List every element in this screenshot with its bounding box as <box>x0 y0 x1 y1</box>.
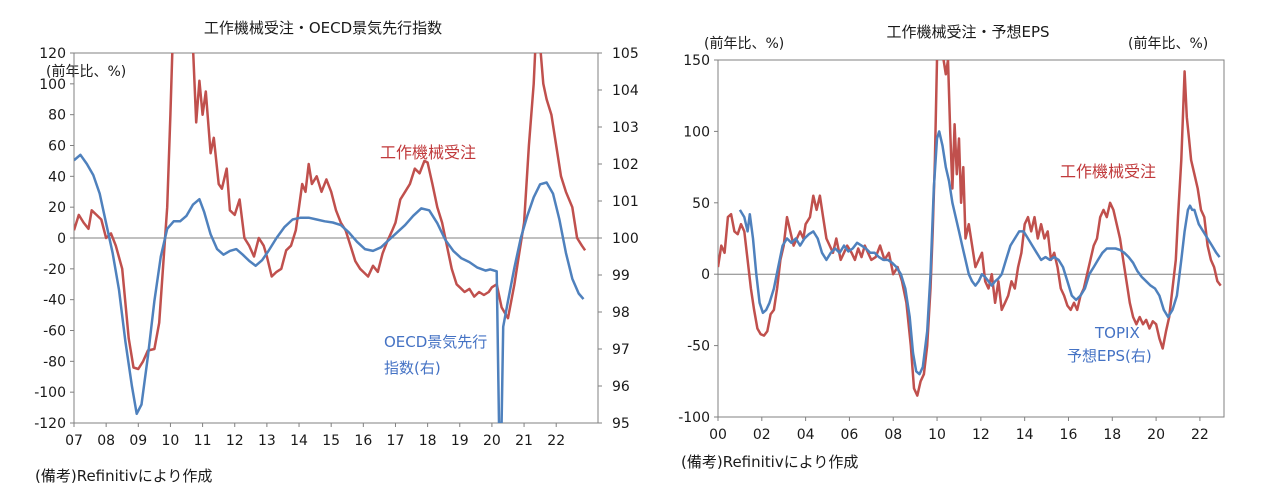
right-y-axis-ticks: 150 100 50 0 -50 -100 <box>678 53 718 426</box>
right-xtick-label: 06 <box>841 427 859 443</box>
right-xtick-label: 00 <box>709 427 727 443</box>
left-chart: 工作機械受注・OECD景気先行指数 (前年比、%) 12010080604020… <box>34 19 639 485</box>
right-xtick-label: 12 <box>972 427 990 443</box>
left-ytick-label: 40 <box>48 169 66 185</box>
left-xtick-label: 20 <box>483 433 501 449</box>
left-ytick-label: -80 <box>43 354 66 370</box>
right-xtick-label: 02 <box>753 427 771 443</box>
left-x-axis-ticks: 07 08 09 10 11 12 13 14 15 16 17 18 19 20 21 22 <box>65 423 565 449</box>
left-rtick-label: 98 <box>612 305 630 321</box>
left-xtick-label: 19 <box>451 433 469 449</box>
right-xtick-label: 22 <box>1191 427 1209 443</box>
right-xtick-label: 04 <box>797 427 815 443</box>
left-ytick-label: -40 <box>43 293 66 309</box>
left-ytick-label: -60 <box>43 324 66 340</box>
left-ytick-label: 20 <box>48 200 66 216</box>
left-ytick-label: -100 <box>34 385 66 401</box>
left-xtick-label: 17 <box>387 433 405 449</box>
right-label-machine-orders: 工作機械受注 <box>1060 162 1156 181</box>
right-ytick-label: 50 <box>692 196 710 212</box>
left-ytick-label: 0 <box>57 231 66 247</box>
left-rtick-label: 99 <box>612 268 630 284</box>
right-xtick-label: 20 <box>1147 427 1165 443</box>
left-rtick-label: 96 <box>612 379 630 395</box>
left-xtick-label: 11 <box>194 433 212 449</box>
right-unit-label-left: (前年比、%) <box>704 35 784 52</box>
right-source-note: (備考)Refinitivにより作成 <box>681 453 858 471</box>
right-ytick-label: -50 <box>687 339 710 355</box>
left-xtick-label: 13 <box>258 433 276 449</box>
right-x-axis-ticks: 00 02 04 06 08 10 12 14 16 18 20 22 <box>709 417 1209 443</box>
right-label-eps-line2: 予想EPS(右) <box>1067 347 1152 365</box>
right-xtick-label: 16 <box>1060 427 1078 443</box>
right-chart: 工作機械受注・予想EPS (前年比、%) (前年比、%) 150 100 50 0 -5… <box>678 23 1225 471</box>
left-xtick-label: 08 <box>97 433 115 449</box>
left-series-machine-orders <box>74 53 587 371</box>
left-xtick-label: 10 <box>162 433 180 449</box>
left-ytick-label: 100 <box>39 77 66 93</box>
left-xtick-label: 21 <box>515 433 533 449</box>
left-series-oecd-cli <box>74 153 585 423</box>
left-rtick-label: 105 <box>612 46 639 62</box>
left-chart-title: 工作機械受注・OECD景気先行指数 <box>204 19 442 37</box>
left-xtick-label: 15 <box>322 433 340 449</box>
right-xtick-label: 18 <box>1103 427 1121 443</box>
left-rtick-label: 101 <box>612 194 639 210</box>
right-chart-title: 工作機械受注・予想EPS <box>886 23 1049 41</box>
left-xtick-label: 07 <box>65 433 83 449</box>
right-xtick-label: 14 <box>1016 427 1034 443</box>
left-label-oecd-line2: 指数(右) <box>384 359 441 377</box>
right-unit-label-right: (前年比、%) <box>1128 35 1208 52</box>
left-rtick-label: 100 <box>612 231 639 247</box>
right-series-topix-eps <box>738 130 1221 376</box>
left-xtick-label: 22 <box>547 433 565 449</box>
left-rtick-label: 95 <box>612 416 630 432</box>
left-xtick-label: 12 <box>226 433 244 449</box>
left-xtick-label: 09 <box>129 433 147 449</box>
right-plot-frame <box>717 59 1225 418</box>
left-source-note: (備考)Refinitivにより作成 <box>35 467 212 485</box>
left-y-axis-ticks: 120 100 80 60 40 20 0 -20 -40 -60 -80 -100 -120 <box>34 46 74 432</box>
right-xtick-label: 10 <box>928 427 946 443</box>
left-ytick-label: -20 <box>43 262 66 278</box>
left-rtick-label: 102 <box>612 157 639 173</box>
right-ytick-label: 0 <box>701 267 710 283</box>
left-rtick-label: 97 <box>612 342 630 358</box>
left-ytick-label: 80 <box>48 108 66 124</box>
left-unit-label: (前年比、%) <box>46 63 126 80</box>
right-series-machine-orders <box>718 60 1222 397</box>
left-label-oecd-line1: OECD景気先行 <box>384 333 487 351</box>
right-label-eps-line1: TOPIX <box>1094 324 1140 342</box>
left-rtick-label: 104 <box>612 83 639 99</box>
left-xtick-label: 16 <box>354 433 372 449</box>
left-ytick-label: -120 <box>34 416 66 432</box>
right-ytick-label: 100 <box>683 124 710 140</box>
left-xtick-label: 18 <box>419 433 437 449</box>
left-rtick-label: 103 <box>612 120 639 136</box>
left-label-machine-orders: 工作機械受注 <box>380 143 476 162</box>
left-ytick-label: 60 <box>48 139 66 155</box>
left-xtick-label: 14 <box>290 433 308 449</box>
right-ytick-label: 150 <box>683 53 710 69</box>
right-xtick-label: 08 <box>884 427 902 443</box>
left-right-axis-ticks: 105 104 103 102 101 100 99 98 97 96 95 <box>598 46 639 432</box>
left-ytick-label: 120 <box>39 46 66 62</box>
right-ytick-label: -100 <box>678 410 710 426</box>
